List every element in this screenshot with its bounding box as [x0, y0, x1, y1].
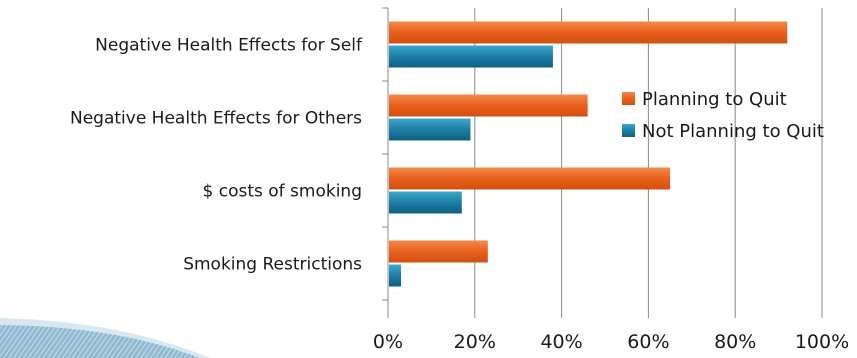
- x-tick-label: 100%: [795, 331, 849, 353]
- bar-planning-1: [389, 94, 588, 117]
- legend-label-not-planning: Not Planning to Quit: [642, 121, 824, 142]
- grid-lines: [474, 8, 823, 318]
- legend-swatch-not-planning: [622, 124, 635, 137]
- bar-not-planning-1: [389, 118, 471, 141]
- decorative-swoosh: [0, 320, 210, 358]
- bar-planning-3: [389, 240, 488, 263]
- category-label: $ costs of smoking: [203, 182, 363, 202]
- bar-not-planning-0: [389, 45, 553, 68]
- x-tick-label: 40%: [540, 331, 582, 353]
- legend: Planning to Quit Not Planning to Quit: [622, 89, 824, 142]
- category-label: Smoking Restrictions: [183, 255, 362, 275]
- bar-not-planning-2: [389, 191, 462, 214]
- x-tick-label: 0%: [373, 331, 403, 353]
- x-tick-labels: 0% 20% 40% 60% 80% 100%: [373, 331, 849, 353]
- y-axis: [382, 7, 389, 318]
- bar-planning-2: [389, 167, 671, 190]
- decorative-swoosh-highlight: [0, 318, 210, 358]
- legend-label-planning: Planning to Quit: [642, 89, 787, 110]
- legend-swatch-planning: [622, 92, 635, 105]
- category-labels: Negative Health Effects for Self Negative…: [70, 36, 363, 275]
- bar-planning-0: [389, 21, 788, 44]
- category-label: Negative Health Effects for Others: [70, 109, 362, 129]
- bars: [389, 21, 788, 287]
- bar-not-planning-3: [389, 264, 402, 287]
- category-label: Negative Health Effects for Self: [95, 36, 363, 56]
- x-tick-label: 60%: [627, 331, 669, 353]
- x-tick-label: 80%: [714, 331, 756, 353]
- x-tick-label: 20%: [454, 331, 496, 353]
